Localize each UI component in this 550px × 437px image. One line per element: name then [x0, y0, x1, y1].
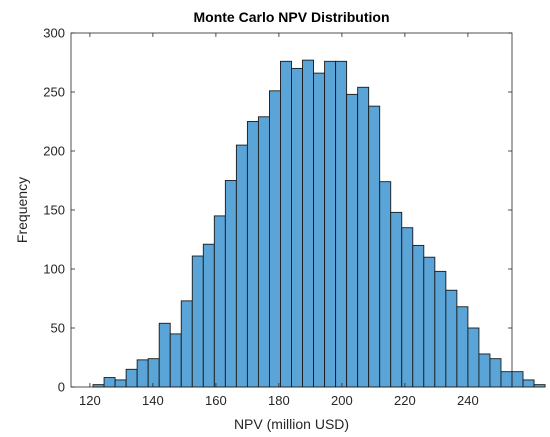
y-tick-label: 100 — [43, 262, 65, 277]
histogram-bar — [390, 211, 403, 388]
x-axis-label: NPV (million USD) — [234, 416, 349, 432]
x-axis-ticks: 120 140 160 180 200 220 240 — [79, 33, 479, 408]
x-tick-label: 160 — [205, 393, 227, 408]
y-axis-ticks: 0 50 100 150 200 250 300 — [43, 26, 512, 395]
histogram-bar — [467, 327, 480, 388]
y-tick-label: 0 — [58, 380, 65, 395]
histogram-bar — [533, 384, 546, 388]
histogram-bar — [147, 358, 160, 388]
histogram-bar — [257, 116, 270, 388]
x-tick-label: 200 — [331, 393, 353, 408]
y-tick-label: 50 — [51, 321, 65, 336]
histogram-bar — [335, 60, 348, 388]
histogram-bar — [291, 67, 303, 388]
histogram-bar — [478, 353, 491, 388]
histogram-bar — [224, 180, 237, 388]
histogram-bar — [202, 243, 215, 388]
y-tick-label: 300 — [43, 26, 65, 41]
histogram-bar — [522, 379, 535, 388]
histogram-bar — [313, 72, 326, 388]
y-axis-label: Frequency — [14, 177, 30, 243]
histogram-bar — [489, 358, 502, 388]
x-tick-label: 240 — [457, 393, 479, 408]
histogram-bar — [136, 359, 149, 388]
y-tick-label: 150 — [43, 203, 65, 218]
x-tick-label: 180 — [268, 393, 290, 408]
histogram-bar — [213, 215, 226, 388]
x-tick-label: 140 — [142, 393, 164, 408]
histogram-bar — [379, 181, 392, 388]
histogram-bar — [412, 244, 425, 388]
chart-title: Monte Carlo NPV Distribution — [194, 9, 390, 25]
histogram-bar — [346, 93, 359, 388]
histogram-bar — [302, 59, 314, 388]
histogram-bar — [434, 270, 447, 388]
histogram-bar — [368, 105, 381, 388]
histogram-bar — [125, 368, 138, 388]
y-tick-label: 250 — [43, 85, 65, 100]
histogram-bar — [511, 371, 524, 388]
histogram-bar — [169, 333, 182, 388]
histogram-bar — [357, 86, 370, 388]
histogram-bar — [401, 227, 414, 388]
histogram-bar — [114, 379, 127, 388]
x-tick-label: 120 — [79, 393, 101, 408]
histogram-bar — [500, 371, 513, 388]
histogram-bar — [269, 90, 281, 388]
x-tick-label: 220 — [394, 393, 416, 408]
y-tick-label: 200 — [43, 144, 65, 159]
histogram-bar — [445, 289, 458, 388]
histogram-bar — [158, 322, 171, 388]
histogram-bar — [103, 377, 116, 388]
histogram-bar — [456, 306, 469, 388]
histogram-bar — [280, 60, 292, 388]
histogram-bar — [191, 255, 204, 388]
histogram-bar — [235, 144, 248, 388]
histogram-bar — [180, 300, 193, 388]
histogram-bar — [423, 256, 436, 388]
histogram-bar — [324, 60, 337, 388]
histogram-bar — [246, 121, 259, 388]
